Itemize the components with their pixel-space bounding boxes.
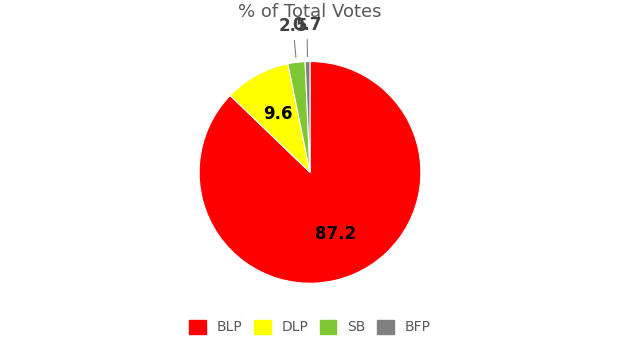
Title: % of Total Votes: % of Total Votes — [238, 3, 382, 21]
Legend: BLP, DLP, SB, BFP: BLP, DLP, SB, BFP — [184, 314, 436, 338]
Text: 87.2: 87.2 — [316, 224, 356, 243]
Text: 9.6: 9.6 — [264, 105, 293, 123]
Wedge shape — [199, 62, 421, 283]
Wedge shape — [230, 64, 310, 172]
Wedge shape — [288, 62, 310, 172]
Text: 2.5: 2.5 — [278, 17, 308, 57]
Wedge shape — [305, 62, 310, 172]
Text: 0.7: 0.7 — [292, 16, 322, 56]
